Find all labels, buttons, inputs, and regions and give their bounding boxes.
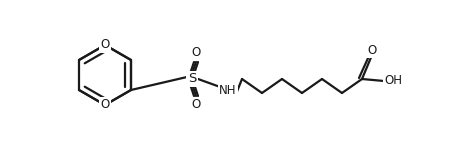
Text: NH: NH (219, 85, 237, 97)
Text: O: O (191, 98, 201, 112)
Text: O: O (101, 98, 110, 112)
Text: S: S (188, 73, 196, 85)
Text: O: O (367, 43, 377, 57)
Text: OH: OH (384, 75, 402, 88)
Text: O: O (101, 39, 110, 52)
Text: O: O (191, 46, 201, 60)
